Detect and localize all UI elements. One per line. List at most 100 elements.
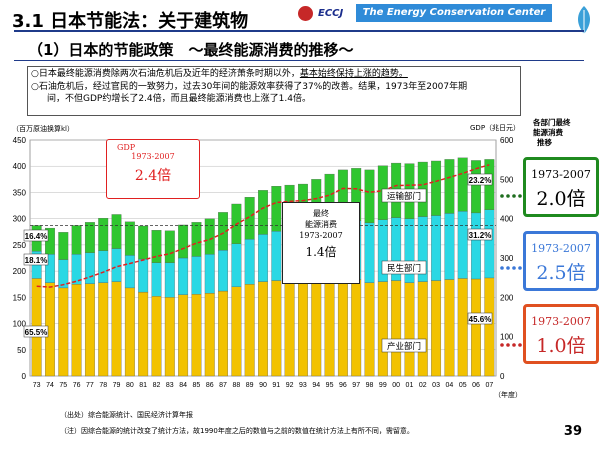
x-tick-label: 76	[73, 382, 81, 389]
x-tick-label: 96	[339, 382, 347, 389]
bullet-2-cont: 间，不但GDP约增长了2.4倍，而且最终能源消费也上涨了1.4倍。	[47, 94, 311, 104]
bar-运输部门	[258, 190, 268, 235]
bullet-1: ○日本最终能源消费除两次石油危机后及近年的经济萧条时期以外，基本始终保持上涨的趋…	[31, 68, 517, 81]
bullet-2: ○石油危机后，经过官民的一致努力，过去30年间的能源效率获得了37%的改善。结果…	[31, 81, 468, 92]
bar-产业部门	[71, 284, 82, 377]
x-tick-label: 77	[86, 382, 94, 389]
sector-label-residential-box	[381, 260, 427, 275]
share-1973-industry-box	[23, 325, 49, 338]
left-tick-label: 250	[13, 241, 27, 250]
ratio-transport-value: 2.0倍	[536, 188, 586, 210]
footer-note: （注）因综合能源的统计改变了统计方法，故1990年度之后的数值与之前的数值在统计…	[60, 427, 414, 435]
x-tick-label: 84	[179, 382, 187, 389]
transport-dot	[506, 194, 510, 198]
bar-产业部门	[271, 280, 282, 377]
bar-产业部门	[364, 282, 375, 377]
bar-运输部门	[457, 157, 468, 212]
page-number: 39	[563, 424, 582, 439]
ratio-box-transport: 1973-2007 2.0倍	[523, 157, 599, 217]
right-tick-label: 600	[500, 136, 514, 145]
sector-label-residential: 民生部门	[387, 263, 421, 274]
x-tick-label: 95	[326, 382, 334, 389]
right-tick-label: 300	[500, 254, 514, 263]
x-tick-label: 81	[139, 382, 147, 389]
bar-产业部门	[84, 283, 95, 377]
bar-运输部门	[444, 159, 455, 214]
bar-民生部门	[204, 254, 215, 294]
ratio-residential-value: 2.5倍	[536, 262, 586, 284]
x-tick-label: 00	[392, 382, 400, 389]
sector-label-industry: 产业部门	[387, 341, 421, 352]
bar-民生部门	[164, 262, 175, 298]
bar-产业部门	[444, 279, 455, 377]
ratio-transport-period: 1973-2007	[531, 168, 591, 181]
page-subtitle: （1）日本的节能政策 ～最终能源消费的推移～	[28, 41, 354, 59]
industry-dot	[506, 343, 510, 347]
bar-产业部门	[484, 277, 495, 377]
left-tick-label: 50	[17, 346, 26, 355]
bar-运输部门	[191, 222, 202, 257]
page-title: 3.1 日本节能法：关于建筑物	[12, 11, 249, 32]
growth-header-2: 能源消费	[533, 128, 563, 137]
left-tick-label: 350	[13, 188, 27, 197]
x-tick-label: 03	[432, 382, 440, 389]
x-tick-label: 73	[33, 382, 41, 389]
right-tick-label: 400	[500, 215, 514, 224]
bar-产业部门	[377, 281, 388, 377]
bar-运输部门	[71, 225, 82, 255]
x-tick-label: 97	[352, 382, 360, 389]
left-tick-label: 100	[13, 320, 27, 329]
ratio-industry-value: 1.0倍	[536, 335, 586, 357]
final-energy-callout: 最终 能源消费 1973-2007 1.4倍	[282, 202, 360, 284]
bar-产业部门	[284, 281, 295, 377]
sector-label-transport: 运输部门	[387, 191, 421, 202]
share-2007-industry: 45.6%	[469, 315, 492, 324]
bar-产业部门	[431, 280, 442, 377]
x-tick-label: 80	[126, 382, 134, 389]
bar-产业部门	[231, 286, 242, 377]
bar-产业部门	[98, 282, 109, 377]
x-tick-label: 82	[153, 382, 161, 389]
bar-运输部门	[164, 230, 175, 263]
bar-产业部门	[218, 290, 229, 377]
decor-leaf-icon	[572, 4, 596, 42]
bar-产业部门	[337, 278, 348, 377]
bar-产业部门	[58, 287, 69, 377]
share-2007-industry-box	[467, 312, 493, 325]
bar-运输部门	[138, 225, 149, 260]
bar-运输部门	[58, 232, 69, 260]
x-tick-label: 87	[219, 382, 227, 389]
x-tick-label: 86	[206, 382, 214, 389]
left-tick-label: 300	[13, 215, 27, 224]
bar-运输部门	[124, 221, 135, 256]
bar-民生部门	[124, 255, 135, 289]
left-axis-title: （百万原油换算kl）	[12, 125, 74, 133]
bar-产业部门	[391, 280, 402, 377]
bar-民生部门	[271, 231, 282, 281]
bar-民生部门	[471, 212, 481, 280]
share-1973-residential-box	[23, 253, 49, 266]
bar-运输部门	[204, 218, 215, 255]
bar-民生部门	[151, 262, 162, 297]
bar-民生部门	[178, 257, 189, 295]
bar-产业部门	[258, 281, 268, 377]
bar-民生部门	[98, 250, 109, 283]
bar-产业部门	[244, 284, 255, 377]
share-2007-transport: 23.2%	[469, 176, 492, 185]
left-tick-label: 200	[13, 267, 27, 276]
final-callout-period: 1973-2007	[299, 231, 343, 240]
bar-运输部门	[111, 214, 122, 249]
ratio-industry-period: 1973-2007	[531, 315, 591, 328]
bar-产业部门	[471, 278, 481, 377]
left-tick-label: 150	[13, 293, 27, 302]
x-tick-label: 83	[166, 382, 174, 389]
x-tick-label: 04	[446, 382, 454, 389]
bar-运输部门	[151, 230, 162, 263]
right-tick-label: 500	[500, 175, 514, 184]
x-tick-label: 91	[272, 382, 280, 389]
residential-dot	[512, 266, 516, 270]
x-tick-label: 94	[312, 382, 320, 389]
x-tick-label: 85	[193, 382, 201, 389]
bar-产业部门	[351, 279, 362, 377]
ratio-box-residential: 1973-2007 2.5倍	[523, 231, 599, 291]
